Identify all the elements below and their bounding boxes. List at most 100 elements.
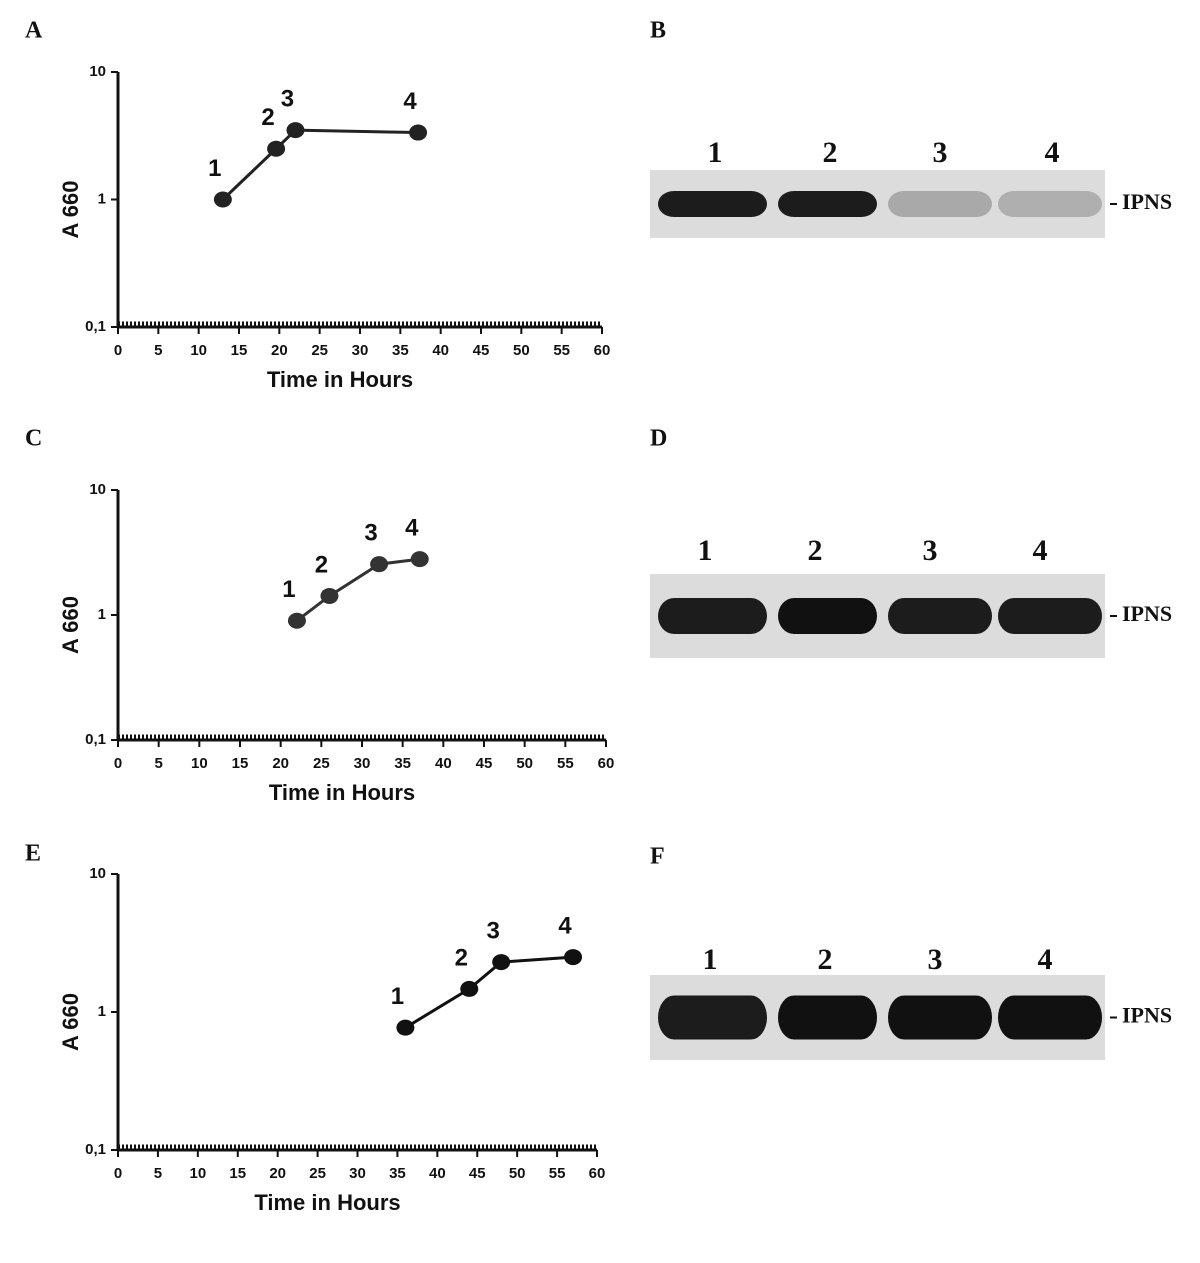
x-tick-label: 35 bbox=[392, 342, 409, 359]
lane-label: 3 bbox=[928, 943, 943, 976]
data-point bbox=[320, 587, 339, 604]
lane-label: 4 bbox=[1033, 534, 1048, 567]
x-tick-label: 5 bbox=[154, 755, 162, 772]
point-label: 1 bbox=[282, 576, 295, 603]
x-tick-label: 55 bbox=[553, 342, 570, 359]
data-point bbox=[267, 140, 286, 157]
point-label: 3 bbox=[487, 917, 500, 944]
x-tick-label: 10 bbox=[190, 342, 207, 359]
blot-band bbox=[778, 598, 877, 634]
y-tick-label: 0,1 bbox=[85, 731, 106, 748]
x-tick-label: 25 bbox=[311, 342, 328, 359]
point-label: 4 bbox=[403, 88, 417, 115]
blot-band bbox=[658, 598, 767, 634]
data-point bbox=[564, 949, 583, 966]
y-tick-label: 0,1 bbox=[85, 318, 106, 335]
lane-label: 1 bbox=[703, 943, 718, 976]
x-tick-label: 20 bbox=[269, 1165, 286, 1182]
x-tick-label: 50 bbox=[516, 755, 533, 772]
x-tick-label: 5 bbox=[154, 342, 162, 359]
x-tick-label: 40 bbox=[435, 755, 452, 772]
blot-band bbox=[658, 191, 767, 217]
data-line bbox=[404, 955, 574, 1029]
y-tick-label: 0,1 bbox=[85, 1141, 106, 1158]
lane-label: 3 bbox=[923, 534, 938, 567]
blot-panel: B 1 2 3 4 IPNS bbox=[650, 18, 1172, 238]
chart: C 0 5 10 15 20 25 30 35 40 45 50 55 60 0,1 1 10 Time in H… bbox=[25, 426, 614, 805]
x-tick-label: 25 bbox=[313, 755, 330, 772]
blot-band bbox=[778, 191, 877, 217]
blot-band bbox=[658, 995, 767, 1040]
point-label: 4 bbox=[405, 514, 419, 541]
x-tick-label: 40 bbox=[432, 342, 449, 359]
x-tick-label: 25 bbox=[309, 1165, 326, 1182]
point-label: 2 bbox=[261, 104, 274, 131]
data-line bbox=[296, 557, 420, 622]
blot-band bbox=[998, 191, 1102, 217]
blot-band bbox=[888, 598, 992, 634]
lane-label: 2 bbox=[823, 136, 838, 169]
blot-band bbox=[778, 995, 877, 1040]
y-tick-label: 10 bbox=[89, 865, 106, 882]
x-tick-label: 10 bbox=[189, 1165, 206, 1182]
x-tick-label: 45 bbox=[476, 755, 493, 772]
y-axis-title: A 660 bbox=[58, 181, 83, 239]
x-tick-label: 55 bbox=[549, 1165, 566, 1182]
x-axis-title: Time in Hours bbox=[254, 1190, 400, 1215]
blot-band bbox=[888, 995, 992, 1040]
data-line bbox=[221, 128, 419, 201]
data-point bbox=[409, 124, 428, 141]
x-tick-label: 5 bbox=[154, 1165, 162, 1182]
x-tick-label: 30 bbox=[354, 755, 371, 772]
x-tick-label: 15 bbox=[229, 1165, 246, 1182]
chart: E 0 5 10 15 20 25 30 35 40 45 50 55 60 0,1 1 10 Time in H… bbox=[25, 841, 605, 1215]
y-tick-label: 10 bbox=[89, 481, 106, 498]
panel-label: E bbox=[25, 841, 41, 867]
panel-label: A bbox=[25, 18, 43, 44]
x-tick-label: 50 bbox=[513, 342, 530, 359]
panel-label: D bbox=[650, 426, 667, 452]
x-tick-label: 40 bbox=[429, 1165, 446, 1182]
band-label: IPNS bbox=[1122, 601, 1172, 626]
x-tick-label: 0 bbox=[114, 755, 122, 772]
x-axis-title: Time in Hours bbox=[267, 367, 413, 392]
data-point bbox=[370, 556, 389, 573]
x-tick-label: 60 bbox=[594, 342, 611, 359]
lane-label: 1 bbox=[708, 136, 723, 169]
y-tick-label: 1 bbox=[98, 606, 106, 623]
point-label: 3 bbox=[281, 85, 294, 112]
data-point bbox=[287, 612, 306, 629]
point-label: 4 bbox=[558, 912, 572, 939]
point-label: 1 bbox=[208, 155, 221, 182]
band-label: IPNS bbox=[1122, 189, 1172, 214]
point-label: 1 bbox=[391, 983, 404, 1010]
point-label: 3 bbox=[364, 520, 377, 547]
x-tick-label: 20 bbox=[271, 342, 288, 359]
x-tick-label: 0 bbox=[114, 342, 122, 359]
x-tick-label: 15 bbox=[232, 755, 249, 772]
data-point bbox=[213, 191, 232, 208]
blot-band bbox=[888, 191, 992, 217]
x-tick-label: 35 bbox=[389, 1165, 406, 1182]
x-tick-label: 60 bbox=[589, 1165, 606, 1182]
x-tick-label: 20 bbox=[272, 755, 289, 772]
x-tick-label: 30 bbox=[349, 1165, 366, 1182]
x-tick-label: 55 bbox=[557, 755, 574, 772]
point-label: 2 bbox=[455, 944, 468, 971]
y-tick-label: 1 bbox=[98, 1003, 106, 1020]
lane-label: 3 bbox=[933, 136, 948, 169]
x-tick-label: 10 bbox=[191, 755, 208, 772]
lane-label: 2 bbox=[818, 943, 833, 976]
x-axis-title: Time in Hours bbox=[269, 780, 415, 805]
x-tick-label: 45 bbox=[469, 1165, 486, 1182]
lane-label: 4 bbox=[1045, 136, 1060, 169]
x-tick-label: 45 bbox=[473, 342, 490, 359]
x-tick-label: 15 bbox=[231, 342, 248, 359]
panel-label: F bbox=[650, 844, 665, 870]
blot-panel: F 1 2 3 4 IPNS bbox=[650, 844, 1172, 1060]
blot-band bbox=[998, 598, 1102, 634]
lane-label: 2 bbox=[808, 534, 823, 567]
y-axis-title: A 660 bbox=[58, 993, 83, 1051]
chart: A 0 5 10 15 20 25 30 35 40 45 50 55 60 0,1 1 10 Time in H… bbox=[25, 18, 610, 392]
